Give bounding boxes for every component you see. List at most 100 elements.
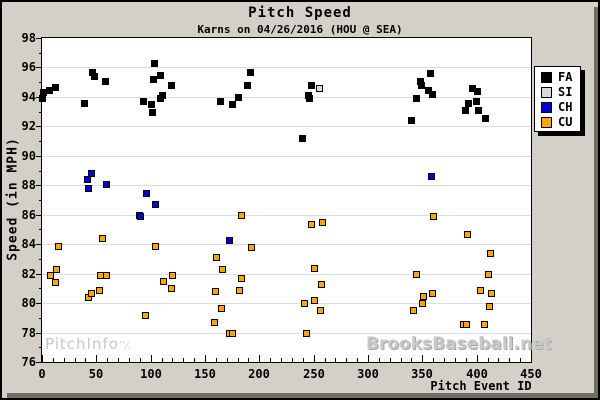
x-axis-tick — [498, 358, 499, 362]
x-axis-tick — [205, 355, 206, 362]
y-axis-tick — [39, 318, 42, 319]
data-point-fa — [157, 72, 164, 79]
legend-swatch-ch — [541, 102, 552, 113]
pitchinfo-squiggle-mark: ’’⁄‚ — [118, 339, 132, 352]
legend-label-ch: CH — [558, 100, 573, 114]
x-axis-tick — [520, 358, 521, 362]
data-point-fa — [168, 82, 175, 89]
data-point-fa — [159, 92, 166, 99]
y-tick-label: 86 — [21, 208, 36, 222]
y-axis-tick — [36, 274, 42, 275]
legend: FA SI CH CU — [534, 66, 581, 132]
y-axis-tick — [36, 215, 42, 216]
data-point-fa — [151, 60, 158, 67]
data-point-fa — [247, 69, 254, 76]
x-axis-tick — [75, 358, 76, 362]
x-tick-label: 400 — [466, 367, 488, 381]
data-point-ch — [152, 201, 159, 208]
legend-swatch-cu — [541, 117, 552, 128]
x-tick-label: 450 — [520, 367, 542, 381]
data-point-fa — [418, 82, 425, 89]
x-axis-tick — [303, 358, 304, 362]
x-axis-tick — [509, 358, 510, 362]
y-axis-tick — [39, 141, 42, 142]
data-point-cu — [413, 271, 420, 278]
data-point-fa — [81, 100, 88, 107]
data-point-fa — [148, 101, 155, 108]
y-axis-tick — [39, 288, 42, 289]
data-point-cu — [169, 272, 176, 279]
y-axis-tick — [39, 229, 42, 230]
y-axis-tick — [36, 97, 42, 98]
data-point-fa — [465, 100, 472, 107]
data-point-fa — [149, 109, 156, 116]
x-axis-tick — [292, 358, 293, 362]
data-point-cu — [218, 305, 225, 312]
data-point-si — [316, 85, 323, 92]
x-tick-label: 300 — [357, 367, 379, 381]
chart-title: Pitch Speed — [248, 5, 352, 21]
data-point-cu — [301, 300, 308, 307]
data-point-cu — [248, 244, 255, 251]
x-axis-tick — [281, 358, 282, 362]
gridline-86 — [42, 215, 531, 216]
data-point-fa — [427, 70, 434, 77]
y-tick-label: 80 — [21, 296, 36, 310]
gridline-82 — [42, 274, 531, 275]
data-point-fa — [52, 84, 59, 91]
x-axis-tick — [314, 355, 315, 362]
data-point-fa — [102, 78, 109, 85]
x-axis-tick — [53, 358, 54, 362]
data-point-cu — [47, 272, 54, 279]
y-axis-tick — [36, 67, 42, 68]
x-axis-tick — [216, 358, 217, 362]
y-axis-tick — [36, 244, 42, 245]
x-axis-tick — [466, 358, 467, 362]
data-point-cu — [317, 307, 324, 314]
x-axis-tick — [118, 358, 119, 362]
y-tick-label: 78 — [21, 326, 36, 340]
x-axis-tick — [335, 358, 336, 362]
gridline-88 — [42, 185, 531, 186]
data-point-cu — [213, 254, 220, 261]
x-axis-tick — [140, 358, 141, 362]
data-point-cu — [142, 312, 149, 319]
data-point-fa — [229, 101, 236, 108]
x-axis-tick — [183, 358, 184, 362]
y-tick-label: 88 — [21, 178, 36, 192]
data-point-cu — [319, 219, 326, 226]
y-tick-label: 94 — [21, 90, 36, 104]
data-point-ch — [103, 181, 110, 188]
data-point-fa — [299, 135, 306, 142]
y-tick-label: 92 — [21, 119, 36, 133]
data-point-cu — [486, 303, 493, 310]
x-axis-tick — [411, 358, 412, 362]
x-axis-tick — [390, 358, 391, 362]
data-point-fa — [482, 115, 489, 122]
brooksbaseball-watermark: BrooksBaseball.net — [366, 334, 552, 354]
y-axis-tick — [36, 362, 42, 363]
data-point-cu — [53, 266, 60, 273]
data-point-fa — [473, 98, 480, 105]
data-point-cu — [229, 330, 236, 337]
y-tick-label: 76 — [21, 355, 36, 369]
data-point-cu — [55, 243, 62, 250]
x-axis-tick — [270, 358, 271, 362]
data-point-fa — [244, 82, 251, 89]
y-axis-tick — [39, 171, 42, 172]
gridline-84 — [42, 244, 531, 245]
x-axis-tick — [259, 355, 260, 362]
legend-swatch-si — [541, 87, 552, 98]
y-axis-tick — [36, 333, 42, 334]
data-point-cu — [410, 307, 417, 314]
data-point-fa — [462, 107, 469, 114]
gridline-80 — [42, 303, 531, 304]
legend-item-fa: FA — [535, 70, 580, 85]
x-axis-tick — [531, 355, 532, 362]
data-point-ch — [226, 237, 233, 244]
y-tick-label: 82 — [21, 267, 36, 281]
x-tick-label: 100 — [140, 367, 162, 381]
x-axis-tick — [346, 358, 347, 362]
x-axis-tick — [172, 358, 173, 362]
x-axis-tick — [444, 358, 445, 362]
